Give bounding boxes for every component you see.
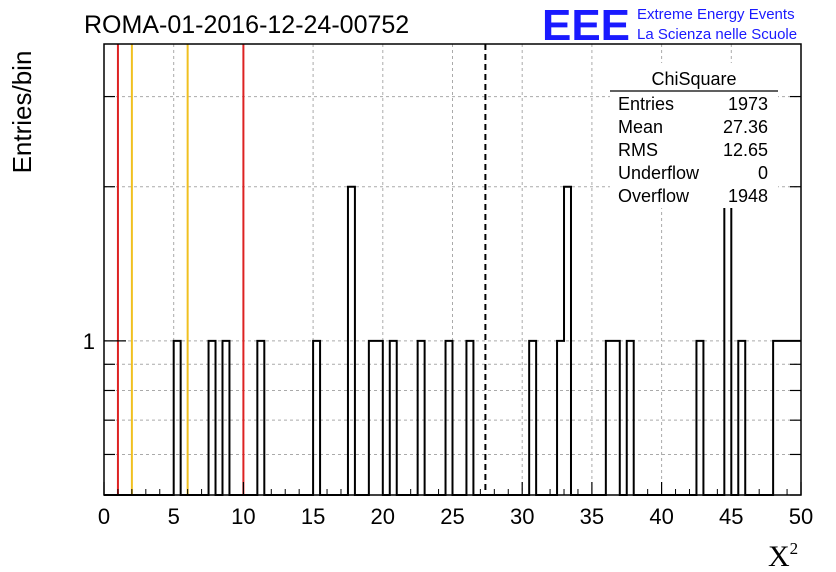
stats-row-value: 0 [758, 163, 768, 183]
stats-box: ChiSquare Entries 1973 Mean 27.36 RMS 12.65 Un… [610, 63, 778, 208]
stats-row-label: Overflow [618, 186, 690, 206]
stats-row-label: Mean [618, 117, 663, 137]
x-tick-label: 45 [719, 504, 743, 529]
stats-row-value: 1973 [728, 94, 768, 114]
logo-line-1: Extreme Energy Events [637, 6, 795, 23]
x-tick-label: 25 [440, 504, 464, 529]
x-tick-label: 15 [301, 504, 325, 529]
stats-box-rows: Entries 1973 Mean 27.36 RMS 12.65 Underflow 0 Ov… [618, 94, 768, 206]
eee-logo: EEE Extreme Energy Events La Scienza nel… [542, 1, 797, 50]
stats-row-value: 12.65 [723, 140, 768, 160]
x-tick-label: 0 [98, 504, 110, 529]
x-tick-label: 50 [789, 504, 813, 529]
stats-row-label: Underflow [618, 163, 700, 183]
x-tick-label: 30 [510, 504, 534, 529]
x-tick-label: 35 [580, 504, 604, 529]
y-tick-label: 1 [83, 329, 95, 354]
logo-line-2: La Scienza nelle Scuole [637, 26, 797, 43]
reference-lines [116, 44, 487, 495]
x-tick-label: 40 [649, 504, 673, 529]
chart-title: ROMA-01-2016-12-24-00752 [84, 11, 409, 39]
eee-logo-mark: EEE [542, 1, 630, 50]
stats-box-title: ChiSquare [651, 69, 736, 89]
stats-row-label: Entries [618, 94, 674, 114]
x-tick-label: 5 [168, 504, 180, 529]
stats-row-value: 27.36 [723, 117, 768, 137]
stats-row-value: 1948 [728, 186, 768, 206]
x-tick-label: 20 [371, 504, 395, 529]
x-axis-label: X2 [768, 539, 798, 572]
tick-labels: 0 5 10 15 20 25 30 35 40 45 50 1 [83, 329, 813, 529]
x-tick-label: 10 [231, 504, 255, 529]
stats-row-label: RMS [618, 140, 658, 160]
axis-ticks [103, 95, 802, 496]
stats-box-background [610, 63, 778, 208]
y-axis-label: Entries/bin [7, 51, 37, 174]
